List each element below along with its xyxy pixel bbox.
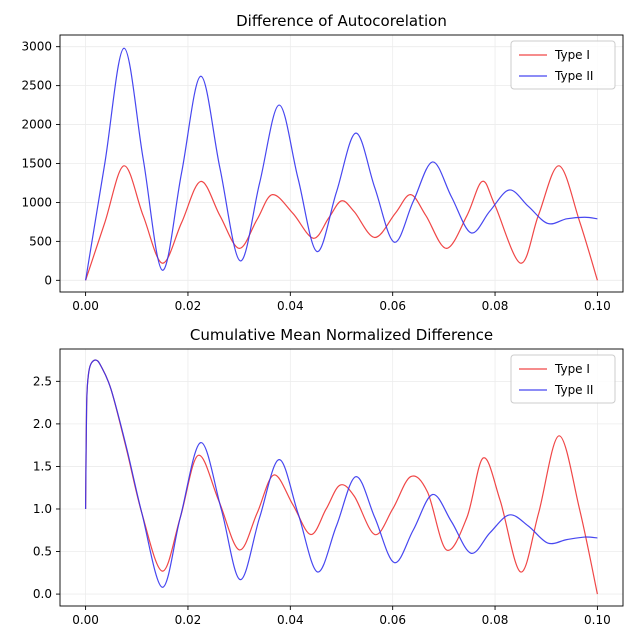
x-tick-label: 0.08 <box>482 299 509 313</box>
legend-label: Type II <box>554 69 593 83</box>
legend-label: Type I <box>554 362 590 376</box>
x-tick-label: 0.06 <box>379 613 406 627</box>
legend-box <box>510 40 616 90</box>
x-tick-label: 0.02 <box>175 299 202 313</box>
y-tick-label: 500 <box>29 234 52 248</box>
chart-panel-1: 0.00 0.02 0.04 0.06 0.08 0.10 0 500 1000 1500 2000… <box>21 12 624 313</box>
series-line-type-i <box>85 165 598 281</box>
chart-title: Difference of Autocorelation <box>236 12 447 30</box>
legend-label: Type I <box>554 48 590 62</box>
x-tick-label: 0.04 <box>277 299 304 313</box>
y-tick-label: 1500 <box>21 157 52 171</box>
legend-label: Type II <box>554 383 593 397</box>
x-tick-label: 0.02 <box>175 613 202 627</box>
x-tick-label: 0.00 <box>72 613 99 627</box>
legend-box <box>510 354 616 404</box>
y-tick-label: 0 <box>44 273 52 287</box>
y-tick-label: 1.5 <box>33 459 52 473</box>
y-tick-label: 2500 <box>21 79 52 93</box>
axes-frame <box>59 348 624 607</box>
y-tick-label: 3000 <box>21 40 52 54</box>
y-tick-label: 0.5 <box>33 545 52 559</box>
series-line-type-ii <box>84 47 598 281</box>
chart-title: Cumulative Mean Normalized Difference <box>190 326 493 344</box>
x-tick-label: 0.10 <box>584 613 611 627</box>
y-tick-label: 2.5 <box>33 374 52 388</box>
legend: Type I Type II <box>510 354 616 404</box>
x-tick-label: 0.00 <box>72 299 99 313</box>
chart-panel-2: 0.00 0.02 0.04 0.06 0.08 0.10 0.0 0.5 1.0 1.5 2.0 2… <box>33 326 624 627</box>
legend: Type I Type II <box>510 40 616 90</box>
series-line-type-ii <box>84 359 598 588</box>
y-tick-label: 2000 <box>21 118 52 132</box>
x-tick-label: 0.10 <box>584 299 611 313</box>
y-tick-label: 0.0 <box>33 587 52 601</box>
y-tick-label: 2.0 <box>33 417 52 431</box>
x-tick-label: 0.08 <box>482 613 509 627</box>
x-tick-label: 0.06 <box>379 299 406 313</box>
y-tick-label: 1000 <box>21 195 52 209</box>
y-tick-label: 1.0 <box>33 502 52 516</box>
x-tick-label: 0.04 <box>277 613 304 627</box>
